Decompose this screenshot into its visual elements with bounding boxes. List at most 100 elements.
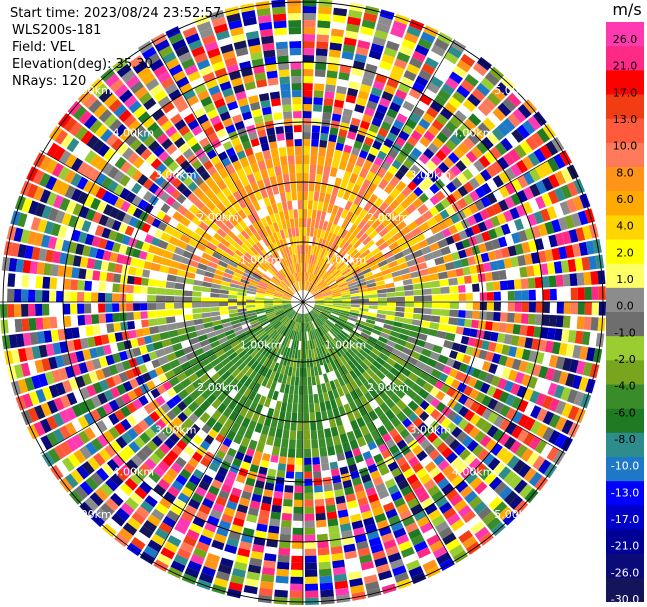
velocity-gate [355, 46, 369, 57]
velocity-gate [254, 363, 263, 373]
velocity-gate [527, 313, 536, 325]
velocity-gate [542, 302, 550, 314]
velocity-gate [202, 216, 214, 227]
velocity-gate [248, 131, 258, 141]
velocity-gate [512, 324, 521, 335]
velocity-gate [303, 6, 317, 14]
velocity-gate [361, 19, 376, 30]
velocity-gate [131, 228, 141, 239]
velocity-gate [312, 357, 317, 368]
velocity-gate [77, 415, 90, 429]
velocity-gate [237, 97, 249, 108]
velocity-gate [254, 151, 264, 163]
velocity-gate [527, 152, 541, 167]
velocity-gate [209, 509, 223, 520]
velocity-gate [24, 245, 34, 259]
velocity-gate [284, 277, 291, 286]
velocity-gate [486, 192, 498, 205]
velocity-gate [289, 320, 295, 330]
velocity-gate [375, 280, 386, 286]
velocity-gate [311, 236, 317, 247]
velocity-gate [276, 363, 283, 374]
velocity-gate [219, 111, 231, 122]
velocity-gate [414, 44, 430, 57]
velocity-gate [516, 175, 529, 189]
velocity-gate [295, 282, 300, 291]
velocity-gate [261, 346, 270, 356]
velocity-gate [487, 457, 501, 471]
velocity-gate [142, 178, 154, 190]
velocity-gate [349, 577, 364, 588]
velocity-gate [314, 491, 324, 500]
velocity-gate [270, 98, 281, 107]
velocity-gate [437, 32, 453, 45]
velocity-gate [148, 140, 160, 153]
velocity-gate [519, 324, 528, 336]
velocity-gate [359, 361, 369, 371]
velocity-gate [108, 399, 120, 412]
velocity-gate [244, 81, 256, 91]
velocity-gate [142, 269, 151, 278]
velocity-gate [174, 45, 190, 57]
velocity-gate [258, 395, 267, 406]
velocity-gate [253, 450, 263, 460]
velocity-gate [435, 149, 447, 161]
velocity-gate [363, 516, 375, 527]
velocity-gate [84, 496, 99, 512]
velocity-gate [88, 222, 98, 235]
velocity-gate [271, 504, 282, 513]
velocity-gate [439, 316, 450, 324]
velocity-gate [260, 319, 270, 326]
velocity-gate [323, 483, 333, 492]
velocity-gate [131, 182, 142, 195]
velocity-gate [357, 496, 369, 507]
velocity-gate [88, 371, 99, 383]
velocity-gate [333, 324, 342, 332]
velocity-gate [562, 357, 572, 372]
velocity-gate [173, 137, 186, 149]
velocity-gate [358, 284, 368, 290]
velocity-gate [42, 303, 50, 316]
velocity-gate [491, 353, 502, 364]
velocity-gate [323, 307, 332, 312]
velocity-gate [469, 388, 480, 400]
velocity-gate [294, 478, 303, 486]
velocity-gate [230, 441, 240, 451]
velocity-gate [402, 124, 414, 136]
colorbar-tick-label: -21.0 [611, 540, 639, 553]
velocity-gate [1, 335, 11, 350]
velocity-gate [276, 287, 285, 293]
velocity-gate [191, 215, 203, 227]
velocity-gate [440, 302, 450, 309]
velocity-gate [214, 247, 225, 256]
velocity-gate [285, 308, 294, 315]
velocity-gate [322, 419, 330, 430]
velocity-gate [246, 309, 257, 314]
velocity-gate [299, 227, 303, 237]
velocity-gate [292, 97, 302, 105]
velocity-gate [350, 419, 360, 431]
velocity-gate [356, 352, 366, 361]
velocity-gate [445, 235, 455, 246]
velocity-gate [364, 5, 380, 16]
velocity-gate [196, 242, 207, 252]
velocity-gate [339, 284, 349, 290]
velocity-gate [460, 335, 470, 345]
velocity-gate [174, 522, 188, 535]
velocity-gate [482, 97, 497, 112]
velocity-gate [195, 368, 206, 378]
range-ring-label: 5.00km [494, 508, 536, 521]
velocity-gate [222, 140, 233, 151]
velocity-gate [412, 444, 424, 456]
velocity-gate [314, 69, 326, 78]
velocity-gate [253, 393, 262, 404]
velocity-gate [145, 153, 157, 165]
velocity-gate [311, 376, 317, 386]
azimuth-spoke [302, 301, 566, 454]
velocity-gate [409, 164, 421, 175]
velocity-gate [111, 242, 121, 253]
velocity-gate [462, 327, 471, 337]
colorbar-tick-label: 1.0 [616, 273, 634, 286]
velocity-gate [312, 264, 317, 274]
velocity-gate [373, 251, 384, 260]
